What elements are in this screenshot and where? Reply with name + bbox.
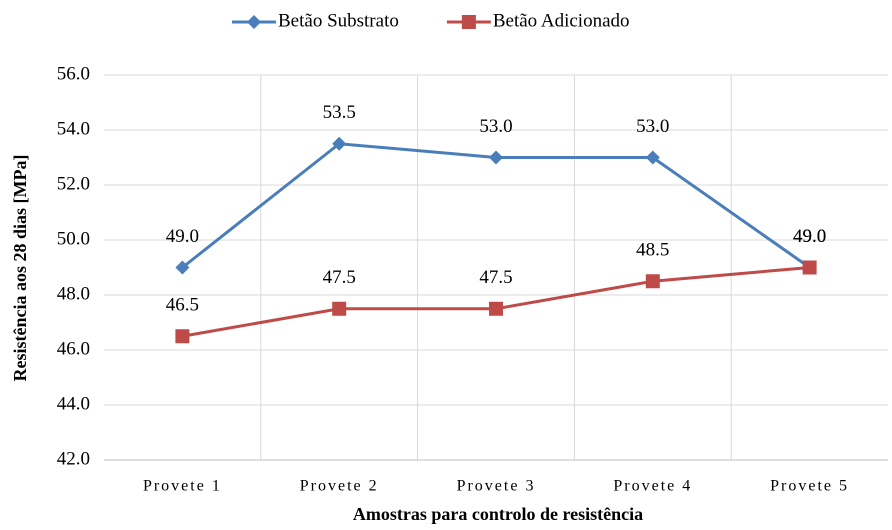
- marker: [332, 301, 347, 316]
- y-tick-label: 46.0: [57, 338, 90, 359]
- marker: [802, 260, 817, 275]
- data-label: 49.0: [793, 226, 826, 247]
- legend-label: Betão Adicionado: [493, 10, 630, 31]
- marker: [175, 329, 190, 344]
- marker: [461, 15, 476, 29]
- data-label: 53.5: [323, 102, 356, 123]
- data-label: 49.0: [166, 226, 199, 247]
- data-label: 53.0: [479, 116, 512, 137]
- y-tick-label: 44.0: [57, 393, 90, 414]
- marker: [645, 150, 660, 165]
- x-tick-label: Provete 5: [770, 478, 849, 495]
- data-label: 48.5: [636, 240, 669, 261]
- x-tick-label: Provete 4: [613, 478, 692, 495]
- x-tick-label: Provete 1: [143, 478, 222, 495]
- marker: [645, 274, 660, 289]
- data-label: 47.5: [323, 267, 356, 288]
- y-tick-label: 50.0: [57, 228, 90, 249]
- marker: [489, 301, 503, 316]
- marker: [332, 136, 347, 151]
- y-axis-title: Resistência aos 28 dias [MPa]: [10, 155, 30, 382]
- marker: [175, 260, 190, 275]
- y-tick-label: 54.0: [57, 118, 90, 139]
- data-label: 49.0: [793, 226, 826, 247]
- data-label: 47.5: [479, 267, 512, 288]
- marker: [247, 15, 261, 29]
- y-tick-label: 56.0: [57, 63, 90, 84]
- x-axis-title: Amostras para controlo de resistência: [353, 504, 643, 524]
- y-tick-label: 42.0: [57, 448, 90, 469]
- y-tick-label: 52.0: [57, 173, 90, 194]
- legend-label: Betão Substrato: [278, 10, 399, 31]
- marker: [489, 150, 503, 165]
- data-label: 46.5: [166, 295, 199, 316]
- data-label: 53.0: [636, 116, 669, 137]
- x-tick-label: Provete 2: [300, 478, 379, 495]
- y-tick-label: 48.0: [57, 283, 90, 304]
- x-tick-label: Provete 3: [457, 478, 536, 495]
